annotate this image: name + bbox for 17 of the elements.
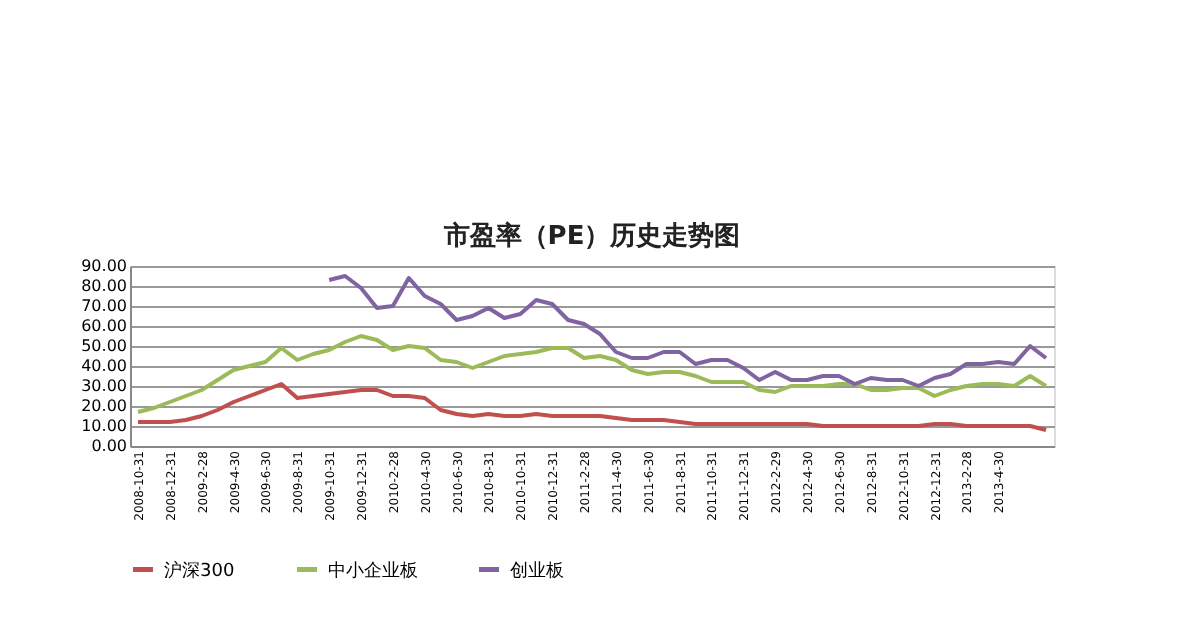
y-tick-label: 10.00 [81, 417, 127, 435]
line-series [327, 274, 1049, 388]
y-tick-label: 70.00 [81, 297, 127, 315]
line-series [135, 382, 1049, 432]
legend-label: 沪深300 [164, 559, 235, 582]
y-tick-label: 50.00 [81, 337, 127, 355]
y-tick-label: 80.00 [81, 277, 127, 295]
y-tick-label: 0.00 [91, 437, 127, 455]
y-tick-label: 60.00 [81, 317, 127, 335]
y-tick-label: 40.00 [81, 357, 127, 375]
legend-label: 中小企业板 [328, 559, 418, 582]
y-tick-label: 90.00 [81, 257, 127, 275]
y-tick-label: 20.00 [81, 397, 127, 415]
chart-title: 市盈率（PE）历史走势图 [441, 220, 741, 252]
legend-label: 创业板 [510, 559, 564, 582]
y-tick-label: 30.00 [81, 377, 127, 395]
line-series [135, 334, 1049, 414]
